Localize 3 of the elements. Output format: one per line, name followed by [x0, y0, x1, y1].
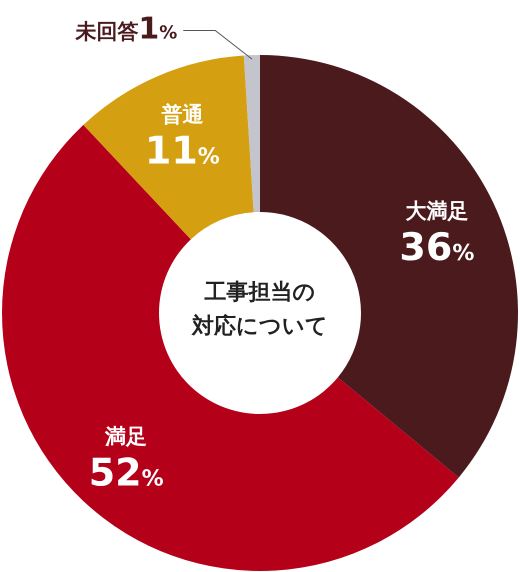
- slice-label: 未回答: [74, 20, 138, 44]
- title: 工事担当の対応について: [192, 280, 328, 339]
- data-label: 1%: [138, 12, 178, 47]
